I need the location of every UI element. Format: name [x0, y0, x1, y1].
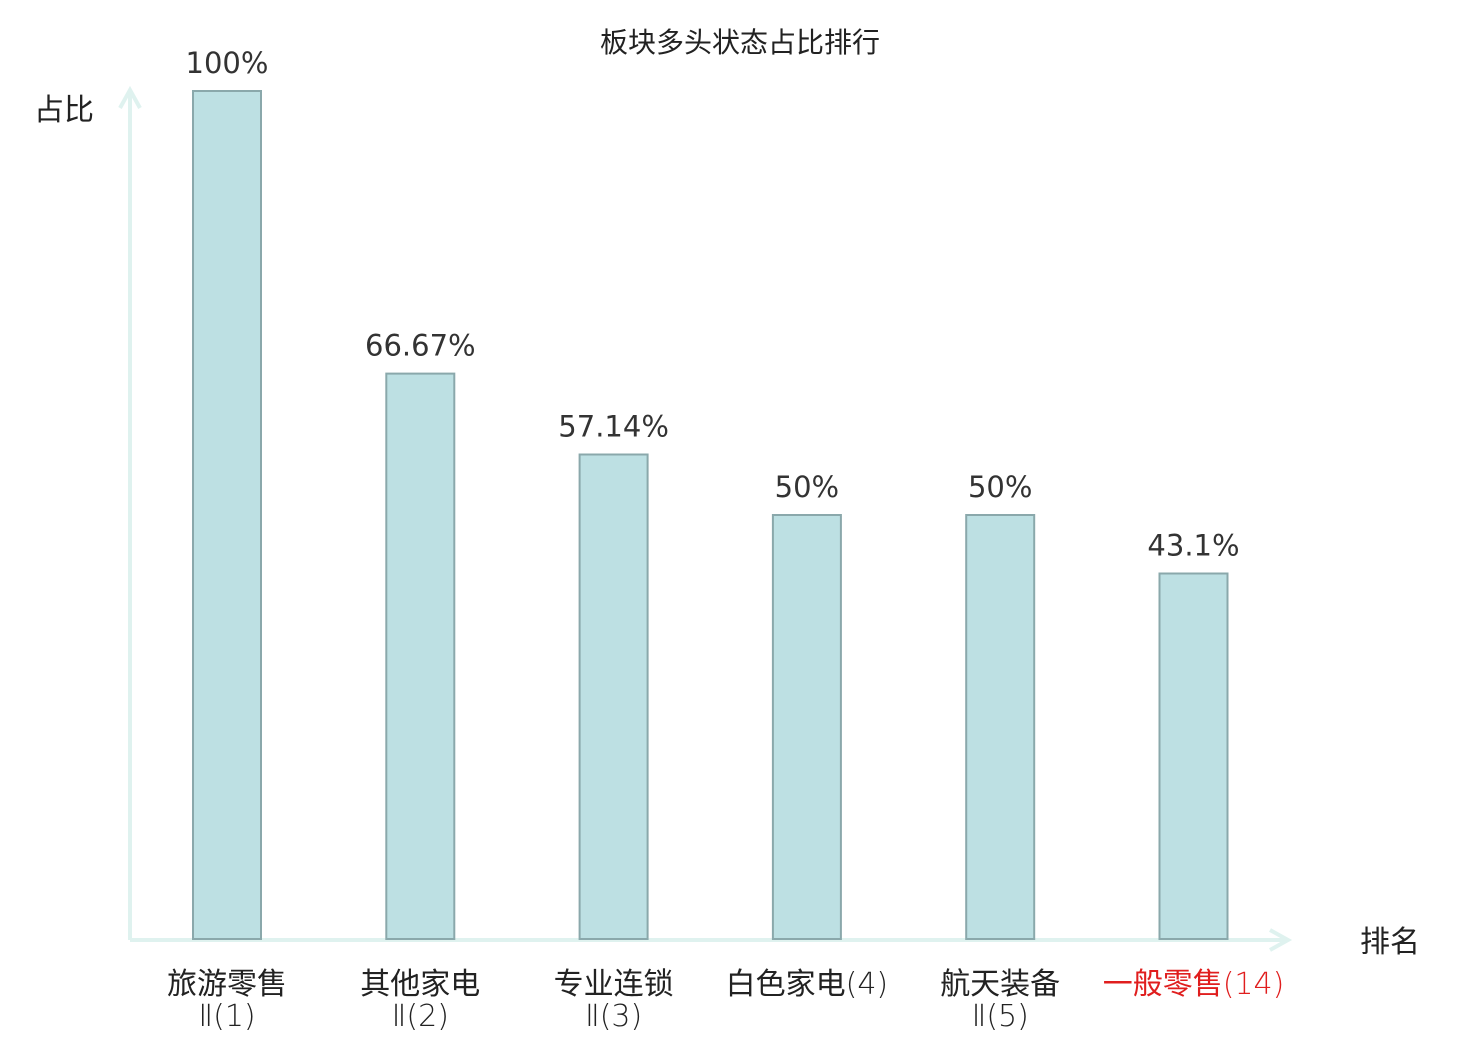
- data-label: 100%: [186, 46, 269, 80]
- x-tick-label-name: 旅游零售: [167, 967, 287, 1002]
- data-label: 50%: [968, 470, 1032, 504]
- x-tick-label-rank: Ⅱ(2): [392, 999, 449, 1034]
- bar: [385, 372, 456, 941]
- chart-title: 板块多头状态占比排行: [600, 26, 880, 59]
- bar: [192, 90, 262, 940]
- bars-group: [192, 90, 1229, 941]
- data-label: 43.1%: [1147, 529, 1239, 563]
- axes: [118, 85, 1293, 952]
- x-tick-label: 白色家电(4): [726, 967, 889, 1002]
- value-labels-group: 100% 66.67% 57.14% 50% 50% 43.1%: [186, 46, 1240, 563]
- x-tick-label-rank: Ⅱ(5): [972, 999, 1029, 1034]
- data-label: 66.67%: [365, 329, 476, 363]
- x-tick-label-rank: Ⅱ(3): [585, 999, 642, 1034]
- data-label: 57.14%: [558, 410, 669, 444]
- bar: [578, 453, 649, 940]
- x-tick-label-name: 白色家电: [726, 967, 846, 1002]
- x-tick-label-name: 专业连锁: [554, 967, 674, 1002]
- x-axis-arrow: [1269, 928, 1293, 952]
- bar: [771, 514, 842, 940]
- x-tick-label-name: 一般零售: [1103, 967, 1223, 1002]
- x-tick-label-rank: (14): [1223, 967, 1285, 1002]
- data-label: 50%: [775, 470, 839, 504]
- x-tick-label-rank: (4): [846, 967, 889, 1002]
- x-axis-label: 排名: [1360, 925, 1420, 960]
- y-axis-label: 占比: [34, 93, 94, 128]
- x-tick-label-name: 其他家电: [360, 967, 480, 1002]
- y-axis-arrow: [118, 85, 142, 109]
- x-tick-label-rank: Ⅱ(1): [198, 999, 255, 1034]
- bar: [965, 514, 1036, 940]
- bar: [1158, 572, 1229, 940]
- x-tick-label-name: 航天装备: [940, 967, 1060, 1002]
- x-tick-label: 一般零售(14): [1103, 967, 1285, 1002]
